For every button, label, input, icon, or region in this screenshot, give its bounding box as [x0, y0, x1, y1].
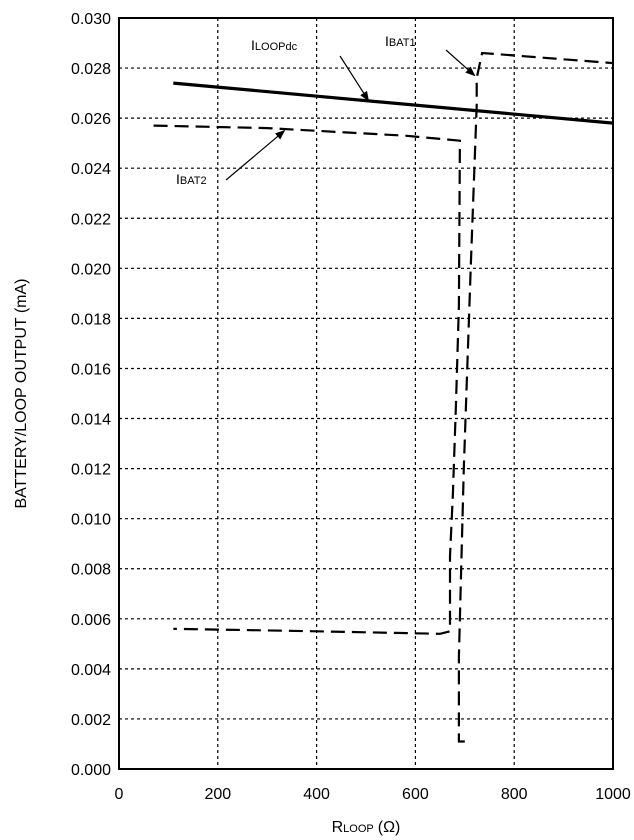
x-tick-label: 1000 — [595, 786, 631, 803]
y-tick-label: 0.016 — [71, 361, 111, 378]
series-lines — [153, 51, 614, 743]
annotation-bat1: IBAT1 — [385, 33, 476, 77]
series-line-ibat1 — [457, 51, 614, 743]
y-tick-label: 0.004 — [71, 662, 111, 679]
y-tick-label: 0.006 — [71, 612, 111, 629]
x-tick-label: 400 — [303, 786, 330, 803]
grid — [119, 18, 613, 769]
series-line-ibat2 — [153, 124, 462, 635]
y-tick-label: 0.026 — [71, 111, 111, 128]
x-tick-label: 600 — [402, 786, 429, 803]
x-axis-label-unit: (Ω) — [378, 819, 401, 836]
y-tick-label: 0.030 — [71, 11, 111, 28]
y-tick-labels: 0.000 0.002 0.004 0.006 0.008 0.010 0.012 0.014… — [71, 11, 111, 779]
x-axis-label: RLOOP (Ω) — [332, 819, 401, 836]
y-tick-label: 0.014 — [71, 412, 111, 429]
y-tick-label: 0.002 — [71, 712, 111, 729]
annotation-arrow — [445, 49, 476, 77]
y-tick-label: 0.010 — [71, 512, 111, 529]
x-tick-label: 0 — [115, 786, 124, 803]
y-tick-label: 0.020 — [71, 261, 111, 278]
annotation-arrow — [225, 130, 286, 181]
y-axis-label: BATTERY/LOOP OUTPUT (mA) — [13, 279, 30, 509]
y-tick-label: 0.028 — [71, 61, 111, 78]
series-line-iloopdc — [173, 81, 614, 125]
annotation-label: IBAT1 — [385, 33, 416, 49]
y-tick-label: 0.000 — [71, 762, 111, 779]
x-axis-label-sub: LOOP — [343, 823, 374, 835]
y-tick-label: 0.008 — [71, 562, 111, 579]
annotation-bat2: IBAT2 — [176, 130, 286, 187]
y-tick-label: 0.022 — [71, 211, 111, 228]
annotation-arrow — [339, 55, 370, 102]
x-tick-label: 200 — [204, 786, 231, 803]
x-tick-labels: 0 200 400 600 800 1000 — [115, 786, 631, 803]
y-tick-label: 0.012 — [71, 462, 111, 479]
plot-frame — [118, 17, 614, 770]
x-axis-label-main: R — [332, 819, 344, 836]
x-tick-label: 800 — [501, 786, 528, 803]
annotations: ILOOPdc IBAT1 IBAT2 — [176, 33, 476, 187]
annotation-label: ILOOPdc — [251, 37, 298, 53]
annotation-label: IBAT2 — [176, 171, 207, 187]
y-tick-label: 0.018 — [71, 311, 111, 328]
y-tick-label: 0.024 — [71, 161, 111, 178]
annotation-loopdc: ILOOPdc — [251, 37, 370, 102]
